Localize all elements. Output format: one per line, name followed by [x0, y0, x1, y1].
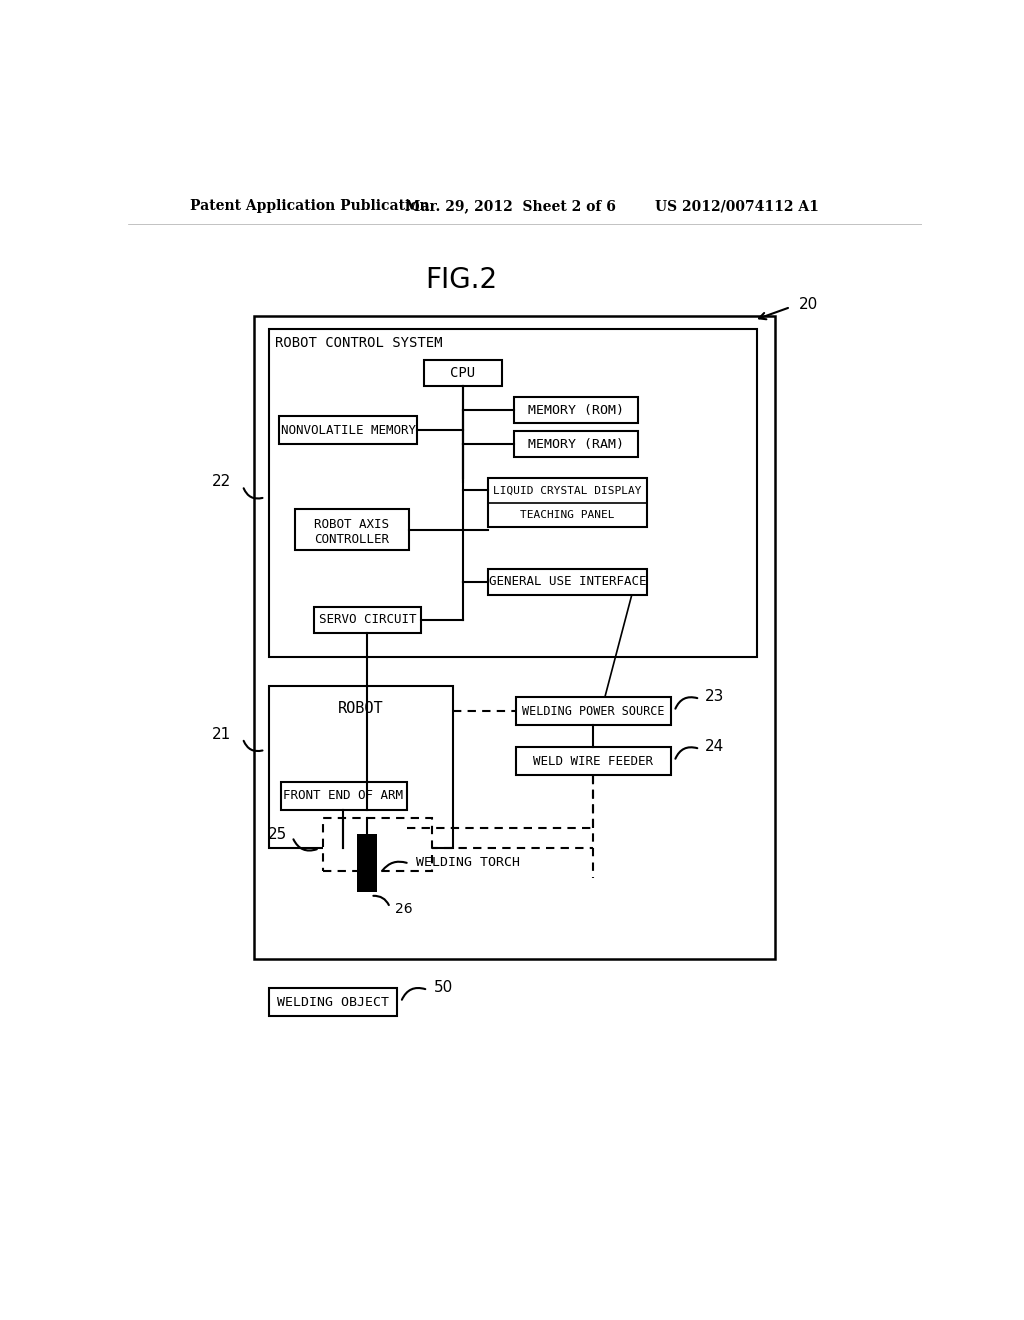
- Text: WELDING POWER SOURCE: WELDING POWER SOURCE: [522, 705, 665, 718]
- Bar: [269, 686, 453, 847]
- Text: GENERAL USE INTERFACE: GENERAL USE INTERFACE: [488, 576, 646, 589]
- Bar: [488, 569, 647, 595]
- Bar: [424, 360, 502, 387]
- Text: WELD WIRE FEEDER: WELD WIRE FEEDER: [534, 755, 653, 768]
- Text: ROBOT CONTROL SYSTEM: ROBOT CONTROL SYSTEM: [275, 337, 442, 350]
- Text: 50: 50: [434, 981, 454, 995]
- Text: MEMORY (RAM): MEMORY (RAM): [528, 437, 624, 450]
- Bar: [269, 330, 758, 657]
- Bar: [269, 989, 397, 1016]
- Text: ROBOT: ROBOT: [338, 701, 383, 717]
- Bar: [514, 397, 638, 424]
- Text: FRONT END OF ARM: FRONT END OF ARM: [284, 789, 403, 803]
- Bar: [514, 432, 638, 457]
- Bar: [254, 317, 775, 960]
- Text: WELDING OBJECT: WELDING OBJECT: [276, 995, 388, 1008]
- Text: TEACHING PANEL: TEACHING PANEL: [520, 510, 614, 520]
- Text: 20: 20: [799, 297, 818, 313]
- Text: Patent Application Publication: Patent Application Publication: [190, 199, 430, 213]
- Text: CONTROLLER: CONTROLLER: [314, 533, 389, 546]
- Text: 24: 24: [706, 739, 725, 754]
- Text: 26: 26: [395, 902, 413, 916]
- Text: MEMORY (ROM): MEMORY (ROM): [528, 404, 624, 417]
- Text: 23: 23: [706, 689, 725, 704]
- Text: ROBOT AXIS: ROBOT AXIS: [314, 519, 389, 532]
- Text: WELDING TORCH: WELDING TORCH: [416, 855, 519, 869]
- Bar: [356, 834, 377, 892]
- Bar: [515, 747, 671, 775]
- Text: 22: 22: [212, 474, 231, 490]
- Text: 25: 25: [267, 826, 287, 842]
- Bar: [314, 607, 421, 632]
- Text: SERVO CIRCUIT: SERVO CIRCUIT: [318, 612, 416, 626]
- Bar: [515, 697, 671, 725]
- Bar: [324, 818, 432, 871]
- Text: LIQUID CRYSTAL DISPLAY: LIQUID CRYSTAL DISPLAY: [494, 486, 642, 495]
- Text: CPU: CPU: [451, 366, 475, 380]
- Text: 21: 21: [212, 727, 231, 742]
- Bar: [280, 416, 417, 444]
- Bar: [281, 781, 407, 810]
- Text: FIG.2: FIG.2: [425, 267, 498, 294]
- Text: US 2012/0074112 A1: US 2012/0074112 A1: [655, 199, 819, 213]
- Bar: [488, 478, 647, 527]
- Bar: [295, 508, 410, 550]
- Text: NONVOLATILE MEMORY: NONVOLATILE MEMORY: [281, 424, 416, 437]
- Text: Mar. 29, 2012  Sheet 2 of 6: Mar. 29, 2012 Sheet 2 of 6: [406, 199, 616, 213]
